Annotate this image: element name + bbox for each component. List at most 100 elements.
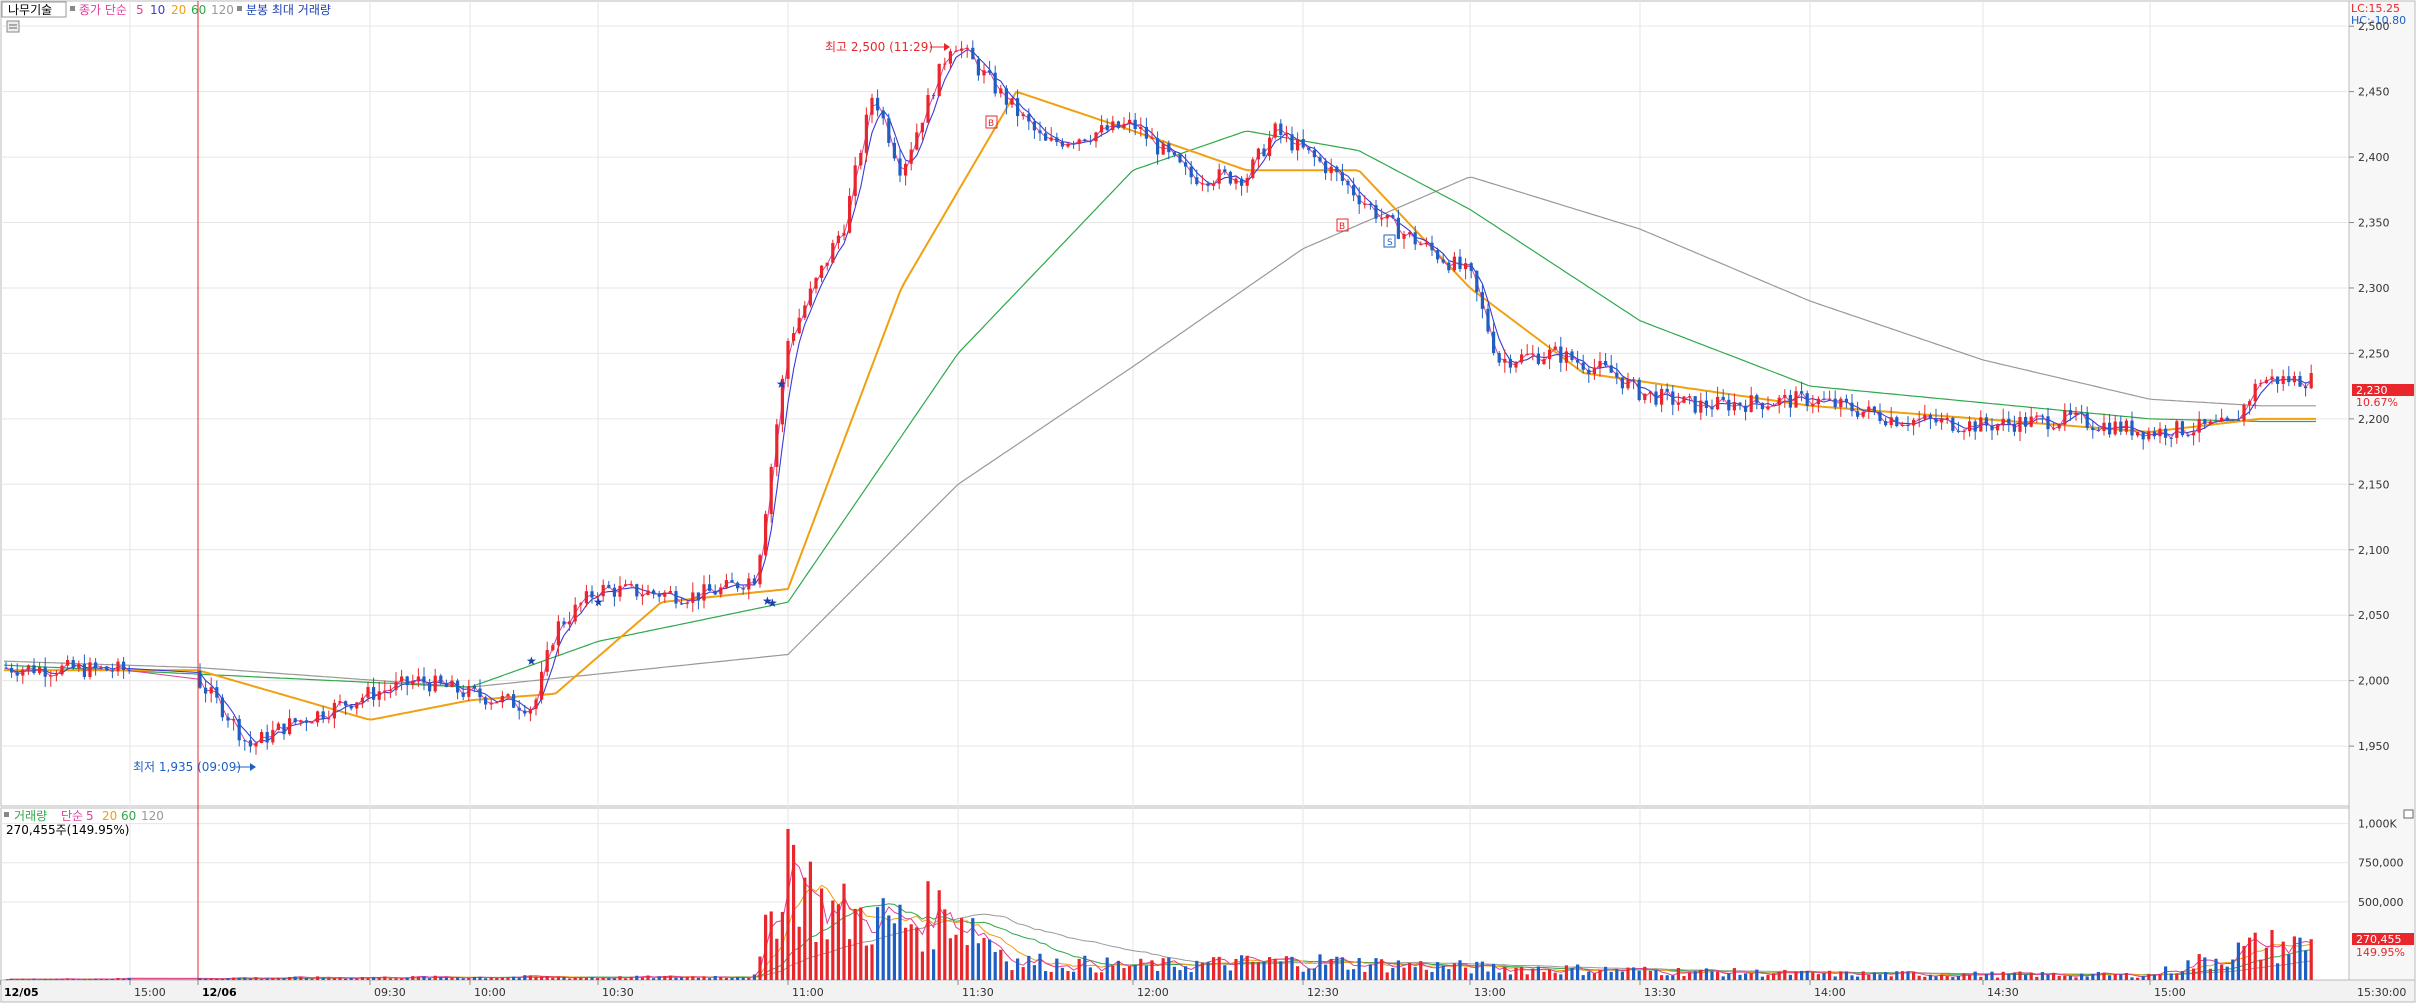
candle xyxy=(127,670,131,672)
candle xyxy=(1441,259,1445,263)
svg-text:최저 1,935 (09:09): 최저 1,935 (09:09) xyxy=(133,760,241,774)
volume-bar xyxy=(1643,966,1647,980)
candle xyxy=(808,288,812,306)
ma120-line xyxy=(3,176,2316,688)
candle xyxy=(60,665,64,675)
volume-bar xyxy=(892,923,896,980)
candle xyxy=(478,688,482,698)
candle xyxy=(1475,270,1479,293)
volume-bar xyxy=(1984,974,1988,980)
volume-bar xyxy=(2068,975,2072,980)
volume-bar xyxy=(2040,972,2044,980)
time-tick-label: 14:00 xyxy=(1814,986,1846,999)
volume-bar xyxy=(993,951,997,980)
volume-bar xyxy=(1195,960,1199,980)
candle xyxy=(82,664,86,677)
candle xyxy=(1542,359,1546,364)
candle xyxy=(2270,376,2274,380)
volume-bar xyxy=(1878,974,1882,980)
candle xyxy=(1660,388,1664,405)
volume-bar xyxy=(2208,968,2212,980)
candle xyxy=(573,604,577,622)
settings-icon[interactable] xyxy=(6,20,20,33)
volume-bar xyxy=(1144,965,1148,980)
candle xyxy=(551,645,555,651)
symbol-label[interactable]: 나무기술 xyxy=(8,3,52,17)
candle xyxy=(618,585,622,597)
volume-bar xyxy=(2270,929,2274,980)
volume-bar xyxy=(1895,971,1899,980)
volume-bar xyxy=(1872,972,1876,980)
candle xyxy=(780,378,784,425)
volume-bar xyxy=(422,976,426,980)
volume-bar xyxy=(416,976,420,980)
candle xyxy=(489,702,493,705)
candle xyxy=(1492,331,1496,354)
candle xyxy=(1010,98,1014,105)
candle xyxy=(2018,417,2022,432)
volume-bar xyxy=(568,978,572,980)
volume-bar xyxy=(523,975,527,980)
candle xyxy=(1973,421,1977,432)
candle xyxy=(1284,134,1288,136)
ma10-period: 10 xyxy=(150,3,165,17)
svg-text:270,455: 270,455 xyxy=(2356,933,2402,946)
volume-bar xyxy=(276,977,280,980)
candle xyxy=(612,587,616,597)
candle xyxy=(534,699,538,709)
candle xyxy=(2180,421,2184,436)
candle xyxy=(786,340,790,379)
volume-bar xyxy=(1245,955,1249,980)
candle xyxy=(993,72,997,94)
volume-bar xyxy=(920,951,924,980)
candle xyxy=(1878,412,1882,421)
candle xyxy=(1497,353,1501,363)
volume-bar xyxy=(1251,961,1255,980)
volume-bar xyxy=(976,943,980,980)
volume-bar xyxy=(1060,967,1064,980)
volume-bar xyxy=(1329,959,1333,980)
candle xyxy=(15,672,19,676)
candle xyxy=(976,59,980,76)
candle xyxy=(2197,419,2201,433)
time-axis xyxy=(0,979,2416,1003)
volume-bar xyxy=(747,977,751,980)
volume-bar xyxy=(1458,960,1462,980)
volume-bar xyxy=(859,907,863,980)
price-tick-label: 2,050 xyxy=(2358,609,2390,622)
volume-bar xyxy=(1374,958,1378,980)
volume-bar xyxy=(1772,973,1776,980)
candle xyxy=(937,63,941,97)
volume-bar xyxy=(1184,966,1188,980)
volume-bar xyxy=(1570,967,1574,980)
candle xyxy=(1195,177,1199,185)
candle xyxy=(1783,395,1787,398)
volume-bar xyxy=(1049,971,1053,980)
candle xyxy=(747,578,751,590)
candle xyxy=(1788,395,1792,408)
volume-bar xyxy=(1828,970,1832,980)
ma60-line xyxy=(3,130,2316,688)
volume-bar xyxy=(1038,953,1042,980)
candle xyxy=(691,592,695,603)
volume-bar xyxy=(1128,966,1132,980)
volume-pane[interactable] xyxy=(0,807,2350,981)
volume-bar xyxy=(1469,973,1473,980)
volume-bar xyxy=(1424,969,1428,980)
lc-value: LC:15.25 xyxy=(2351,2,2400,15)
pane-toggle-icon[interactable] xyxy=(2403,809,2414,819)
volume-bar xyxy=(590,977,594,980)
volume-bar xyxy=(2147,973,2151,980)
candle xyxy=(433,675,437,692)
candle xyxy=(1861,411,1865,417)
volume-bar xyxy=(663,976,667,980)
candle xyxy=(4,667,8,669)
volume-bar xyxy=(1318,954,1322,980)
volume-bar xyxy=(321,977,325,980)
time-tick-label: 10:00 xyxy=(474,986,506,999)
volume-bar xyxy=(366,977,370,980)
candle xyxy=(792,333,796,341)
candle xyxy=(1413,232,1417,245)
price-pane[interactable] xyxy=(0,0,2350,807)
